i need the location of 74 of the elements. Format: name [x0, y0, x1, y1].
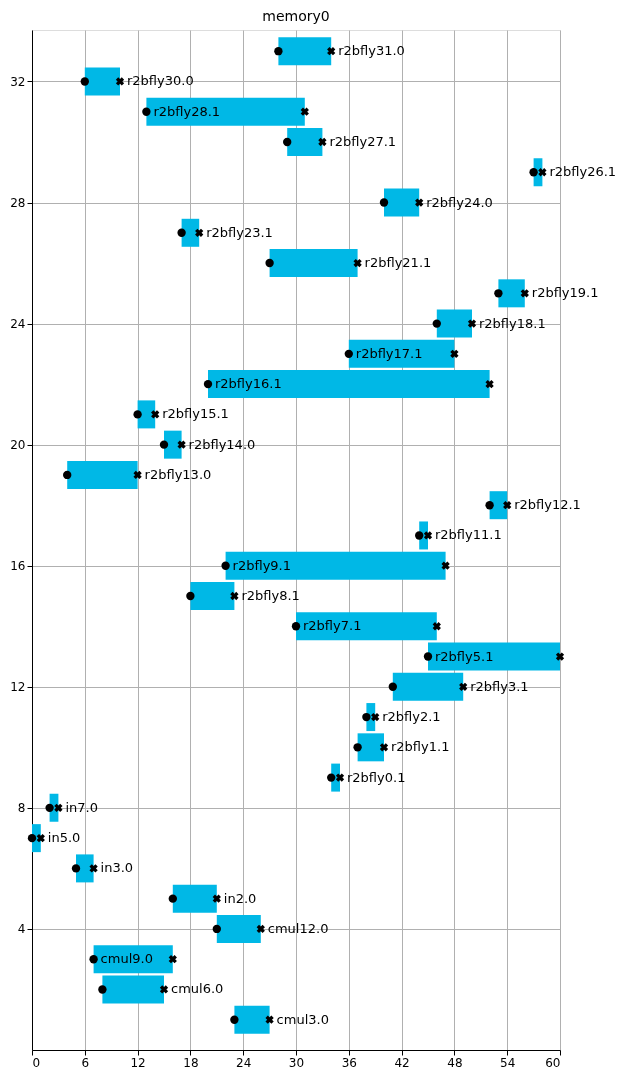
- annotation: in2.0: [223, 890, 257, 906]
- chart-title: memory0: [262, 8, 330, 24]
- annotation: r2bfly24.0: [426, 194, 493, 210]
- bar: [216, 914, 261, 943]
- annotation: cmul6.0: [171, 981, 224, 997]
- annotation: r2bfly15.1: [162, 406, 229, 422]
- y-tick-label: 16: [10, 559, 26, 574]
- annotation: r2bfly17.1: [355, 345, 423, 361]
- bar: [102, 975, 164, 1004]
- x-tick-label: 48: [447, 1055, 463, 1070]
- bar: [234, 1005, 270, 1034]
- annotation: in5.0: [47, 830, 81, 846]
- x-tick-label: 0: [32, 1055, 41, 1070]
- y-tick-label: 8: [17, 801, 26, 816]
- annotation: r2bfly21.1: [364, 255, 432, 271]
- bar: [357, 733, 384, 762]
- bar: [269, 249, 358, 278]
- annotation: in7.0: [65, 799, 98, 815]
- bar: [84, 67, 120, 96]
- y-tick-label: 12: [10, 680, 26, 695]
- x-tick-label: 12: [130, 1055, 146, 1070]
- bar: [287, 127, 323, 156]
- y-tick-label: 4: [17, 922, 26, 937]
- x-tick-label: 24: [236, 1055, 252, 1070]
- annotation: r2bfly8.1: [241, 587, 300, 603]
- bar: [190, 581, 235, 610]
- x-tick-label: 54: [500, 1055, 516, 1070]
- x-tick-label: 18: [183, 1055, 199, 1070]
- bar: [278, 37, 332, 66]
- y-tick-label: 32: [10, 74, 26, 89]
- x-tick-label: 30: [288, 1055, 305, 1070]
- y-tick-label: 28: [10, 196, 26, 211]
- x-tick-label: 36: [341, 1055, 357, 1070]
- bar: [208, 370, 490, 399]
- annotation: r2bfly7.1: [303, 618, 362, 634]
- annotation: r2bfly11.1: [435, 527, 502, 543]
- bar: [384, 188, 420, 217]
- annotation: r2bfly5.1: [435, 648, 494, 664]
- bar: [436, 309, 472, 338]
- bar: [164, 430, 182, 459]
- bar: [172, 884, 217, 913]
- annotation: r2bfly28.1: [153, 103, 221, 119]
- x-tick-label: 60: [545, 1055, 561, 1070]
- y-tick-label: 20: [10, 438, 26, 453]
- annotation: r2bfly13.0: [144, 466, 212, 482]
- bar: [428, 642, 560, 671]
- annotation: r2bfly14.0: [188, 436, 256, 452]
- annotation: r2bfly12.1: [514, 497, 581, 513]
- bar: [296, 612, 437, 641]
- annotation: cmul3.0: [276, 1011, 329, 1027]
- annotation: r2bfly3.1: [470, 678, 529, 694]
- bar: [67, 460, 138, 489]
- bar: [146, 97, 305, 126]
- annotation: cmul12.0: [267, 920, 329, 936]
- annotation: r2bfly31.0: [338, 43, 405, 59]
- bar: [392, 672, 464, 701]
- x-tick-label: 42: [394, 1055, 410, 1070]
- bar: [225, 551, 446, 580]
- bar: [498, 279, 525, 308]
- annotation: in3.0: [100, 860, 134, 876]
- annotation: r2bfly16.1: [215, 376, 282, 392]
- annotation: r2bfly27.1: [329, 133, 397, 149]
- annotation: r2bfly1.1: [391, 739, 450, 755]
- annotation: r2bfly19.1: [531, 285, 599, 301]
- y-tick-label: 24: [10, 317, 26, 332]
- annotation: r2bfly0.1: [347, 769, 406, 785]
- annotation: r2bfly26.1: [549, 164, 617, 180]
- annotation: r2bfly9.1: [232, 557, 292, 573]
- annotation: r2bfly18.1: [479, 315, 546, 331]
- annotation: r2bfly23.1: [206, 224, 273, 240]
- x-tick-label: 6: [81, 1055, 90, 1070]
- annotation: r2bfly30.0: [127, 73, 194, 89]
- annotation: r2bfly2.1: [382, 709, 441, 725]
- annotation: cmul9.0: [100, 951, 153, 967]
